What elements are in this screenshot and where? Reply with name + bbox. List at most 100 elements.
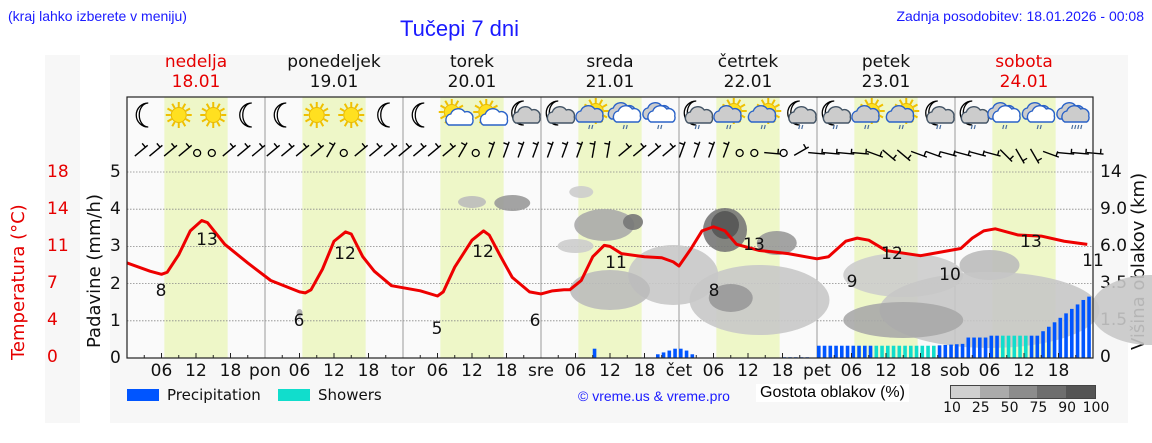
wind-barb-icon	[178, 142, 193, 157]
moon-cloud-rain-icon	[821, 100, 852, 130]
moon-cloud-rain-icon	[925, 100, 955, 130]
wind-barb-icon	[722, 141, 730, 158]
credit-link[interactable]: © vreme.us & vreme.pro	[578, 388, 730, 404]
wind-barb-icon	[412, 142, 427, 157]
temperature-value-label: 5	[432, 319, 443, 339]
x-tick-hour: 12	[185, 361, 207, 381]
temperature-value-label: 13	[1020, 232, 1042, 252]
x-tick-hour: 12	[323, 361, 345, 381]
x-tick-hour: 18	[357, 361, 380, 381]
x-tick-day: čet	[665, 361, 693, 381]
wind-barb-icon	[647, 142, 662, 157]
wind-barb-icon	[471, 148, 480, 158]
sun-icon	[338, 102, 365, 128]
temperature-value-label: 12	[334, 244, 356, 264]
wind-barb-icon	[163, 142, 178, 157]
wind-barb-icon	[427, 142, 442, 157]
wind-barb-icon	[1057, 148, 1075, 155]
wind-barb-icon	[678, 141, 686, 158]
precipitation-bars	[592, 296, 1091, 358]
page-title: Tučepi 7 dni	[400, 16, 520, 41]
temperature-value-label: 10	[939, 265, 961, 285]
x-tick-hour: 12	[875, 361, 897, 381]
precipitation-tick: 0	[110, 348, 121, 368]
x-tick-hour: 12	[461, 361, 483, 381]
temperature-value-label: 13	[196, 230, 218, 250]
sun-cloud-rain-icon	[713, 98, 747, 130]
cloud-height-tick: 0	[1100, 347, 1111, 367]
temperature-value-label: 11	[605, 253, 627, 273]
wind-barb-icon	[866, 150, 884, 158]
cloud-height-tick: 9.0	[1100, 199, 1128, 219]
temperature-value-label: 12	[881, 244, 903, 264]
wind-barb-icon	[662, 142, 676, 157]
precipitation-tick: 5	[110, 162, 121, 182]
wind-barb-icon	[852, 148, 869, 155]
wind-barb-icon	[837, 148, 855, 155]
temperature-value-label: 8	[156, 281, 167, 301]
moon-icon	[377, 102, 390, 128]
precipitation-legend-swatch	[127, 389, 159, 401]
wind-barb-icon	[984, 150, 1001, 157]
sun-icon	[200, 102, 227, 128]
wind-barb-icon	[954, 150, 972, 157]
sun-cloud-icon	[473, 99, 509, 126]
sun-cloud-rain-icon	[885, 98, 920, 130]
wind-barb-icon	[882, 149, 897, 162]
x-tick-hour: 06	[702, 361, 725, 381]
temperature-line	[126, 219, 1088, 298]
moon-cloud-rain-icon	[787, 100, 817, 130]
wind-barb-icon	[488, 141, 496, 158]
cloud-scale-tick: 100	[1082, 400, 1110, 416]
wind-barb-icon	[222, 142, 237, 157]
wind-barb-icon	[354, 142, 369, 157]
cloud-rain-icon	[987, 102, 1021, 130]
cloud-scale-tick: 90	[1058, 400, 1077, 416]
moon-icon	[239, 102, 252, 128]
sun-cloud-rain-icon	[575, 98, 609, 130]
day-date: 24.01	[999, 72, 1049, 92]
moon-cloud-icon	[511, 100, 541, 126]
wind-barb-icon	[383, 142, 398, 157]
day-name: nedelja	[164, 52, 228, 72]
temperature-value-label: 13	[743, 235, 765, 255]
wind-barb-icon	[910, 150, 928, 158]
wind-barb-icon	[708, 141, 716, 158]
wind-barb-icon	[192, 148, 202, 158]
x-tick-hour: 18	[909, 361, 932, 381]
precipitation-tick: 2	[110, 273, 121, 294]
cloud-heavy-rain-icon	[1056, 102, 1090, 130]
sun-cloud-icon	[438, 99, 474, 126]
temperature-tick: 7	[47, 273, 58, 293]
wind-barb-icon	[576, 141, 584, 158]
x-tick-hour: 18	[1047, 361, 1070, 381]
last-updated: Zadnja posodobitev: 18.01.2026 - 00:08	[896, 8, 1144, 24]
wind-barb-icon	[207, 148, 216, 158]
wind-barb-icon	[310, 142, 325, 157]
weather-icons	[135, 98, 1090, 130]
day-name: ponedeljek	[287, 52, 381, 72]
wind-barb-icon	[502, 141, 510, 158]
temperature-value-label: 12	[472, 242, 494, 262]
wind-barb-icon	[326, 142, 336, 158]
wind-barb-icon	[339, 148, 348, 158]
temperature-value-label: 8	[709, 281, 720, 301]
wind-barb-icon	[266, 142, 281, 157]
wind-barb-icon	[368, 142, 383, 157]
day-date: 21.01	[585, 72, 635, 92]
sun-icon	[165, 102, 192, 128]
temperature-tick: 14	[47, 199, 69, 219]
wind-barb-icon	[999, 149, 1014, 162]
wind-barb-icon	[532, 141, 540, 158]
wind-barb-icon	[561, 141, 569, 158]
cloud-rain-icon	[642, 102, 676, 130]
wind-barb-icon	[618, 142, 633, 157]
wind-barb-icon	[458, 142, 468, 158]
wind-barb-icon	[442, 142, 457, 157]
wind-barb-icon	[546, 141, 554, 158]
location-hint-link[interactable]: (kraj lahko izberete v meniju)	[8, 8, 187, 24]
sun-cloud-rain-icon	[747, 98, 782, 130]
x-tick-hour: 06	[288, 361, 311, 381]
